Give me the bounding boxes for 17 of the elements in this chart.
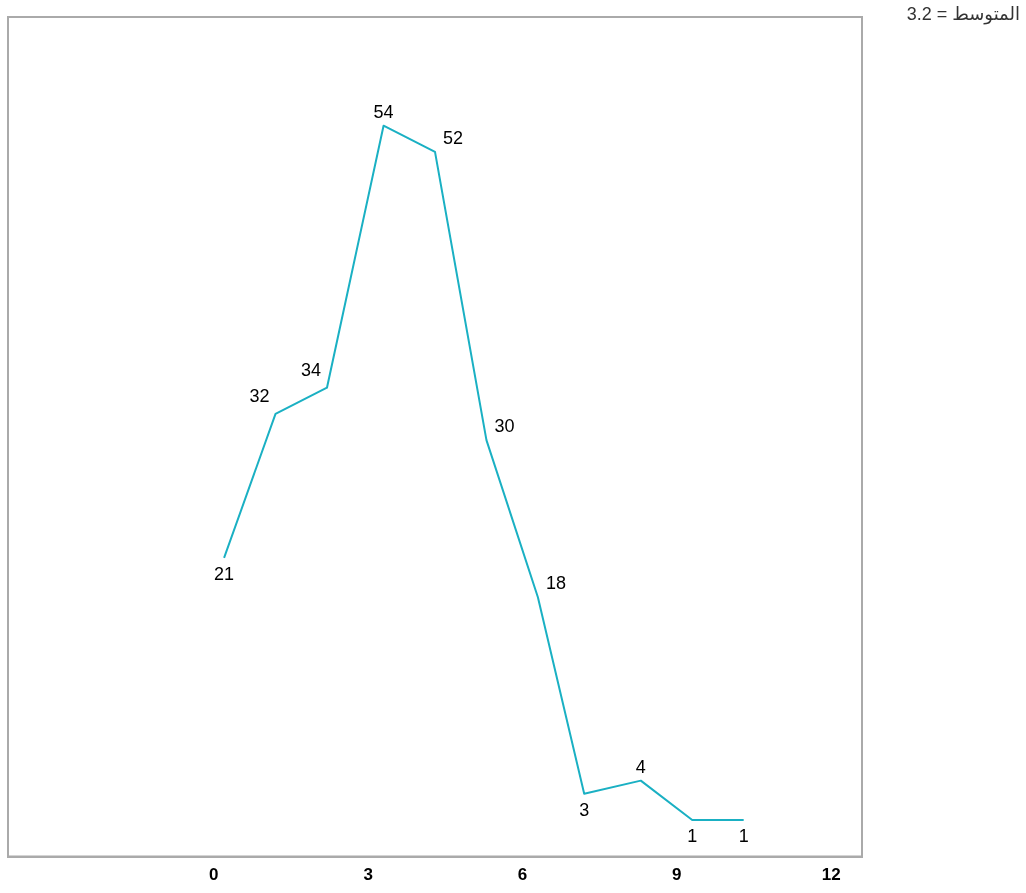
data-label: 21 <box>214 563 235 584</box>
x-tick-label: 6 <box>517 865 528 885</box>
text: المتوسط = 3.2 <box>906 3 1020 25</box>
x-tick-label: 3 <box>363 865 373 885</box>
data-label: 54 <box>373 101 394 122</box>
x-tick-label: 9 <box>672 865 682 885</box>
x-tick-label: 12 <box>821 865 841 885</box>
data-label: 1 <box>687 825 698 846</box>
data-label: 52 <box>443 127 464 148</box>
x-tick-label: 0 <box>209 865 219 885</box>
data-label: 34 <box>300 359 321 380</box>
data-label: 1 <box>738 825 749 846</box>
data-label: 3 <box>579 799 590 820</box>
data-label: 18 <box>545 573 566 594</box>
data-label: 32 <box>249 385 270 406</box>
data-label: 30 <box>494 416 515 437</box>
data-label: 4 <box>635 756 646 777</box>
